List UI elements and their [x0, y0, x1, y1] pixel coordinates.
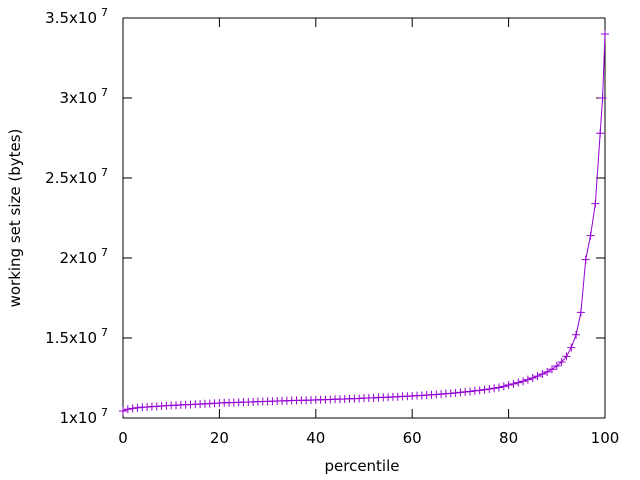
- point-marker: [480, 385, 489, 394]
- point-marker: [557, 358, 566, 366]
- x-tick-label: 80: [499, 429, 518, 447]
- point-marker: [119, 406, 127, 415]
- x-tick-label: 60: [403, 429, 422, 447]
- y-tick-exponent: 7: [101, 406, 108, 419]
- x-tick-label: 100: [591, 429, 620, 447]
- plot-border: [122, 17, 606, 419]
- point-marker: [533, 372, 542, 381]
- point-marker: [123, 405, 132, 414]
- x-tick-label: 20: [210, 429, 229, 447]
- point-marker: [552, 362, 561, 370]
- y-tick-label: 1.5x10: [45, 329, 97, 347]
- point-marker: [523, 375, 532, 384]
- point-marker: [509, 379, 518, 388]
- point-marker: [514, 378, 523, 387]
- data-line: [122, 33, 606, 412]
- point-marker: [485, 385, 494, 394]
- x-axis-label: percentile: [324, 457, 399, 475]
- point-marker: [591, 199, 600, 208]
- point-marker: [128, 404, 137, 413]
- point-marker: [504, 381, 513, 390]
- point-marker: [499, 382, 508, 391]
- y-tick-label: 3x10: [59, 89, 97, 107]
- point-marker: [581, 255, 590, 264]
- y-tick-exponent: 7: [101, 86, 108, 99]
- x-tick-label: 0: [118, 429, 128, 447]
- point-marker: [538, 370, 547, 378]
- point-marker: [596, 129, 605, 138]
- y-tick-exponent: 7: [101, 246, 108, 259]
- point-marker: [567, 343, 576, 352]
- y-axis-label: working set size (bytes): [6, 129, 24, 308]
- y-tick-exponent: 7: [101, 166, 108, 179]
- point-marker: [576, 308, 585, 317]
- y-tick-exponent: 7: [101, 6, 108, 19]
- point-marker: [528, 374, 537, 382]
- point-marker: [601, 30, 609, 38]
- point-marker: [598, 94, 607, 102]
- point-marker: [572, 330, 581, 339]
- point-marker: [466, 387, 475, 396]
- y-tick-exponent: 7: [101, 326, 108, 339]
- y-tick-label: 2.5x10: [45, 169, 97, 187]
- y-tick-label: 1x10: [59, 409, 97, 427]
- point-marker: [519, 377, 528, 386]
- point-marker: [547, 365, 556, 374]
- point-marker: [586, 231, 595, 240]
- x-tick-label: 40: [306, 429, 325, 447]
- point-marker: [543, 367, 552, 376]
- point-marker: [494, 383, 503, 392]
- point-marker: [475, 386, 484, 395]
- point-marker: [562, 352, 571, 361]
- y-tick-label: 2x10: [59, 249, 97, 267]
- y-tick-label: 3.5x10: [45, 9, 97, 27]
- point-marker: [490, 384, 499, 393]
